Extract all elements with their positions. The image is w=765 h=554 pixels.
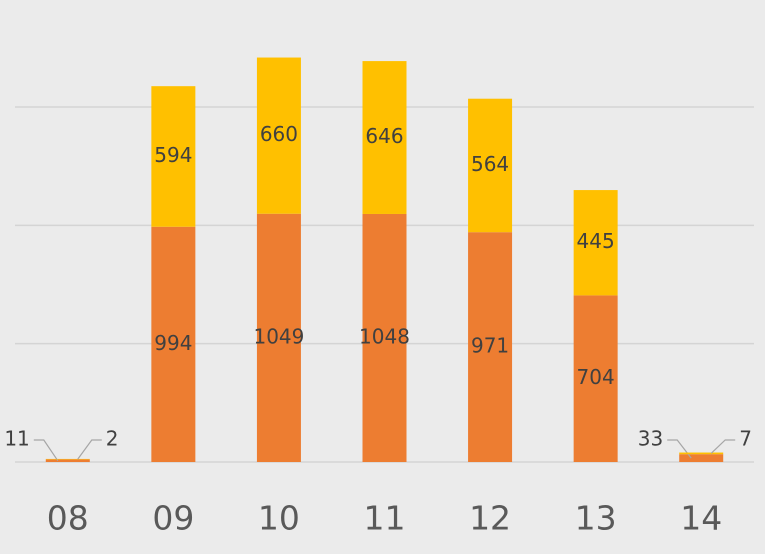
bar-segment — [679, 454, 724, 462]
bar-segment — [256, 213, 301, 462]
x-tick-label: 12 — [469, 499, 511, 538]
value-label: 2 — [106, 427, 119, 451]
leader-line — [667, 439, 692, 459]
value-label: 594 — [154, 143, 192, 167]
value-label: 33 — [638, 427, 663, 451]
x-tick-label: 10 — [258, 499, 300, 538]
value-label: 994 — [154, 331, 192, 355]
value-label: 1049 — [253, 324, 304, 348]
x-tick-label: 08 — [47, 499, 89, 538]
value-label: 1048 — [359, 324, 410, 348]
value-label: 7 — [739, 427, 752, 451]
leader-line — [77, 439, 102, 460]
x-tick-label: 14 — [680, 499, 722, 538]
bar-segment — [468, 98, 513, 233]
x-tick-label: 11 — [364, 499, 406, 538]
value-label: 445 — [577, 229, 615, 253]
value-label: 11 — [4, 427, 29, 451]
x-tick-label: 09 — [152, 499, 194, 538]
bar-segment — [573, 295, 618, 462]
leader-line — [33, 439, 59, 462]
value-label: 971 — [471, 334, 509, 358]
bar-segment — [256, 57, 301, 214]
value-label: 646 — [365, 124, 403, 148]
x-tick-label: 13 — [575, 499, 617, 538]
bar-segment — [362, 61, 407, 214]
value-label: 564 — [471, 152, 509, 176]
bar-segment — [679, 452, 724, 455]
bar-segment — [151, 86, 196, 227]
bar-segment — [573, 190, 618, 296]
leader-line — [710, 439, 736, 454]
value-label: 660 — [260, 122, 298, 146]
bar-segment — [45, 459, 90, 462]
bar-segment — [151, 226, 196, 462]
bar-segment — [468, 232, 513, 462]
bar-segment — [362, 213, 407, 462]
value-label: 704 — [577, 365, 615, 389]
